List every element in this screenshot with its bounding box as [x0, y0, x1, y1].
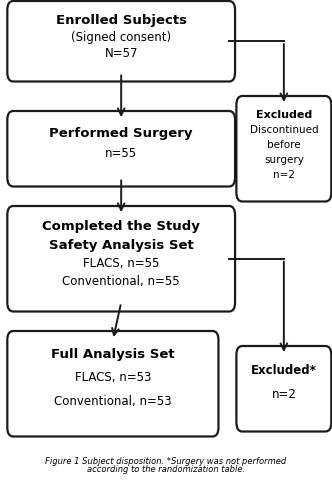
Text: n=2: n=2: [273, 170, 295, 180]
Text: Completed the Study: Completed the Study: [42, 220, 200, 234]
Text: Excluded: Excluded: [256, 110, 312, 120]
Text: Discontinued: Discontinued: [250, 125, 318, 135]
FancyBboxPatch shape: [7, 111, 235, 186]
Text: n=2: n=2: [272, 388, 296, 402]
Text: surgery: surgery: [264, 155, 304, 165]
Text: according to the randomization table.: according to the randomization table.: [87, 466, 245, 474]
Text: Safety Analysis Set: Safety Analysis Set: [49, 238, 194, 252]
Text: n=55: n=55: [105, 148, 137, 160]
Text: Conventional, n=53: Conventional, n=53: [54, 394, 172, 407]
Text: Full Analysis Set: Full Analysis Set: [51, 348, 175, 362]
FancyBboxPatch shape: [7, 206, 235, 312]
Text: before: before: [267, 140, 301, 150]
Text: Conventional, n=55: Conventional, n=55: [62, 275, 180, 288]
FancyBboxPatch shape: [236, 96, 331, 202]
Text: N=57: N=57: [105, 47, 138, 60]
Text: Enrolled Subjects: Enrolled Subjects: [56, 14, 187, 27]
Text: (Signed consent): (Signed consent): [71, 30, 171, 44]
Text: Performed Surgery: Performed Surgery: [49, 127, 193, 140]
Text: FLACS, n=53: FLACS, n=53: [75, 372, 151, 384]
FancyBboxPatch shape: [7, 331, 218, 436]
FancyBboxPatch shape: [236, 346, 331, 432]
Text: FLACS, n=55: FLACS, n=55: [83, 257, 159, 270]
Text: Figure 1 Subject disposition. *Surgery was not performed: Figure 1 Subject disposition. *Surgery w…: [45, 456, 287, 466]
Text: Excluded*: Excluded*: [251, 364, 317, 377]
FancyBboxPatch shape: [7, 1, 235, 82]
